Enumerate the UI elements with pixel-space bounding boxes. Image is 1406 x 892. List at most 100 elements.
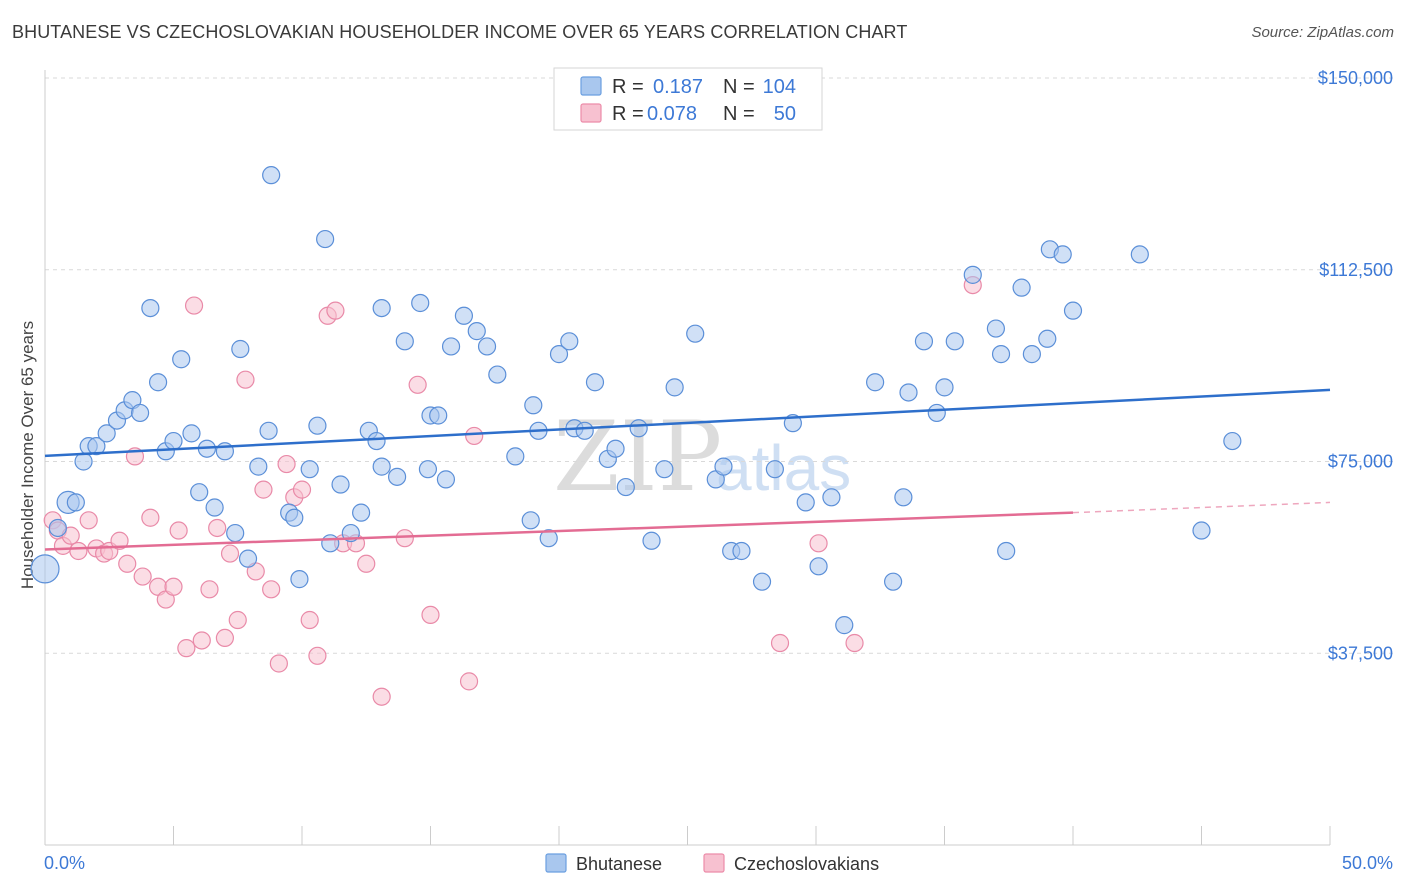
bhutanese-point (642, 531, 661, 550)
series-legend-swatch-czechoslovakians (703, 853, 725, 873)
czechoslovakians-point (326, 301, 345, 320)
czechoslovakians-point (228, 610, 247, 630)
czechoslovakians-point (809, 534, 828, 553)
bhutanese-point (74, 452, 93, 471)
x-tick-labels: 0.0% 50.0% (44, 853, 1393, 873)
bhutanese-point (521, 511, 540, 530)
bhutanese-point (148, 373, 168, 392)
czechoslovakians-point (177, 639, 196, 658)
bhutanese-point (30, 554, 60, 584)
czechoslovakians-point (79, 511, 98, 530)
bhutanese-point (991, 345, 1011, 364)
bhutanese-point (429, 406, 448, 425)
czechoslovakians-trend-line (44, 511, 1074, 551)
bhutanese-point (164, 431, 183, 451)
series-legend: Bhutanese Czechoslovakians (545, 853, 879, 874)
czechoslovakians-point (408, 375, 427, 394)
czechoslovakians-trend-extension (1072, 501, 1331, 514)
y-tick-label: $75,000 (1328, 452, 1393, 472)
bhutanese-point (524, 396, 543, 415)
x-tick-label-max: 50.0% (1342, 853, 1393, 873)
czechoslovakians-point (845, 633, 864, 653)
czechoslovakians-point (292, 480, 312, 499)
bhutanese-point (331, 475, 350, 494)
czechoslovakians-point (254, 480, 273, 499)
czechoslovakians-point (164, 577, 183, 596)
bhutanese-point (1038, 329, 1057, 348)
bhutanese-point (655, 460, 674, 479)
bhutanese-point (1022, 345, 1041, 364)
legend-swatch-bhutanese (580, 76, 602, 96)
czechoslovakians-point (262, 580, 281, 599)
bhutanese-point (387, 467, 407, 486)
czechoslovakians-point (220, 544, 240, 563)
bhutanese-point (1063, 301, 1083, 320)
trend-lines (44, 388, 1331, 551)
bhutanese-point (539, 529, 558, 548)
bhutanese-point (866, 373, 885, 392)
bhutanese-point (477, 337, 497, 356)
bhutanese-point (182, 424, 201, 443)
bhutanese-point (238, 549, 258, 568)
bhutanese-point (1192, 521, 1211, 540)
chart-title: BHUTANESE VS CZECHOSLOVAKIAN HOUSEHOLDER… (12, 22, 908, 42)
bhutanese-point (835, 616, 854, 635)
bhutanese-point (752, 572, 772, 591)
czechoslovakians-point (372, 687, 391, 706)
bhutanese-point (367, 431, 386, 451)
bhutanese-point (130, 403, 150, 423)
bhutanese-point (914, 332, 934, 351)
watermark-zip: ZIP (553, 401, 722, 513)
bhutanese-point (796, 493, 815, 512)
bhutanese-point (372, 457, 391, 476)
czechoslovakians-point (395, 529, 414, 548)
bhutanese-point (963, 265, 982, 284)
bhutanese-point (560, 332, 579, 351)
bhutanese-point (822, 488, 841, 507)
bhutanese-point (97, 424, 116, 443)
czechoslovakians-point (269, 654, 288, 673)
bhutanese-point (1012, 278, 1031, 297)
czechoslovakians-point (133, 567, 152, 586)
czechoslovakians-points (43, 275, 982, 706)
legend-n-value-czechoslovakians: 50 (774, 103, 796, 125)
bhutanese-point (549, 345, 569, 364)
bhutanese-point (231, 339, 250, 359)
czechoslovakians-point (69, 541, 88, 561)
czechoslovakians-point (118, 554, 137, 573)
czechoslovakians-point (208, 518, 227, 538)
bhutanese-point (172, 350, 191, 369)
series-legend-label-bhutanese: Bhutanese (576, 854, 662, 874)
bhutanese-point (488, 365, 507, 384)
y-tick-label: $37,500 (1328, 643, 1393, 663)
series-legend-label-czechoslovakians: Czechoslovakians (734, 854, 879, 874)
bhutanese-point (66, 493, 85, 512)
bhutanese-point (249, 457, 268, 476)
bhutanese-point (259, 421, 278, 440)
bhutanese-point (441, 337, 461, 356)
bhutanese-point (935, 378, 954, 397)
bhutanese-point (352, 503, 371, 522)
y-tick-label: $112,500 (1319, 260, 1393, 280)
bhutanese-point (629, 419, 648, 438)
bhutanese-point (395, 332, 414, 351)
bhutanese-point (732, 541, 751, 561)
bhutanese-point (454, 306, 474, 325)
series-legend-swatch-bhutanese (545, 853, 567, 873)
bhutanese-points (30, 166, 1242, 635)
bhutanese-point (1223, 431, 1242, 451)
bhutanese-point (506, 447, 525, 466)
bhutanese-point (190, 483, 209, 502)
bhutanese-point (606, 439, 625, 458)
bhutanese-point (205, 498, 224, 517)
bhutanese-point (809, 557, 828, 576)
bhutanese-point (300, 460, 319, 479)
bhutanese-point (87, 437, 106, 456)
czechoslovakians-point (192, 631, 211, 650)
bhutanese-point (48, 518, 67, 538)
bhutanese-point (665, 378, 684, 397)
bhutanese-point (262, 166, 281, 185)
bhutanese-point (321, 534, 340, 553)
bhutanese-point (226, 523, 245, 543)
